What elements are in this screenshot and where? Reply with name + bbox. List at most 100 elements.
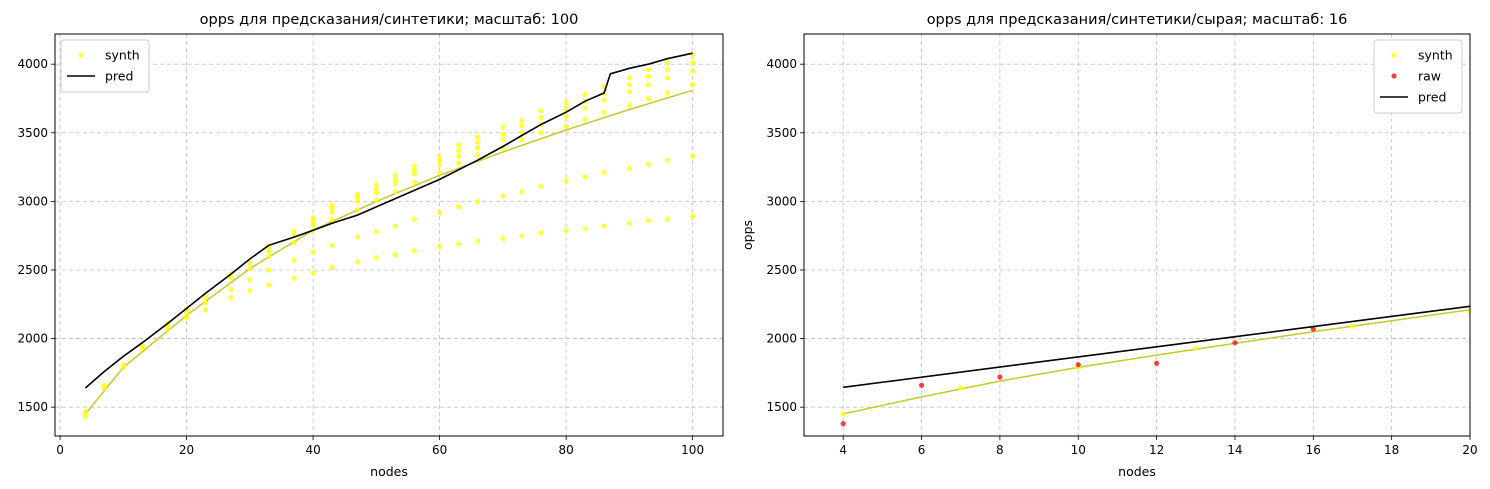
- left-synth-point: [664, 90, 670, 96]
- left-synth-point: [538, 115, 544, 121]
- left-synth-point: [664, 60, 670, 66]
- left-synth-point: [563, 113, 569, 119]
- left-synth-point: [474, 134, 481, 140]
- left-synth-point: [519, 233, 525, 239]
- left-synth-point: [664, 67, 670, 73]
- left-legend-pred-label: pred: [105, 69, 133, 84]
- left-synth-point: [373, 197, 379, 203]
- left-synth-point: [228, 294, 234, 301]
- left-synth-point: [411, 216, 417, 222]
- left-synth-point: [582, 116, 588, 122]
- left-synth-point: [411, 163, 417, 169]
- right-pred-series-line: [843, 305, 1470, 389]
- left-synth-point: [373, 182, 379, 188]
- right-x-tick-label-4: 4: [839, 443, 847, 457]
- left-synth-point: [519, 123, 525, 129]
- right-x-tick-label-14: 14: [1227, 443, 1242, 457]
- left-synth-point: [519, 117, 525, 124]
- right-legend: synth raw pred: [1373, 39, 1463, 114]
- left-synth-point: [455, 241, 462, 247]
- right-raw-point: [997, 374, 1003, 380]
- left-y-tick-label-2500: 2500: [17, 263, 48, 277]
- left-synth-point: [247, 276, 253, 283]
- right-y-tick-label-1500: 1500: [766, 400, 797, 414]
- left-synth-point: [500, 137, 506, 143]
- left-synth-point: [455, 153, 462, 159]
- left-synth-point: [626, 75, 632, 81]
- right-grid: [804, 34, 1471, 436]
- left-synth-point: [601, 169, 607, 176]
- left-x-tick-label-80: 80: [558, 443, 573, 457]
- left-synth-point: [645, 73, 651, 80]
- left-synth-point: [411, 171, 417, 177]
- right-x-tick-label-18: 18: [1384, 443, 1399, 457]
- left-synth-point: [563, 227, 569, 233]
- right-x-ticks: 4 6 8 10 12 14 16 18 20: [839, 436, 1478, 457]
- left-synth-point: [645, 82, 651, 88]
- left-x-tick-label-40: 40: [305, 443, 320, 457]
- left-synth-point: [329, 209, 335, 215]
- left-synth-point: [437, 153, 443, 159]
- right-y-tick-label-4000: 4000: [766, 57, 797, 71]
- left-fit-series-line: [84, 89, 693, 415]
- right-raw-point: [1232, 340, 1238, 346]
- left-synth-point: [411, 167, 417, 173]
- left-synth-point: [645, 95, 651, 102]
- right-x-tick-label-16: 16: [1306, 443, 1321, 457]
- right-x-tick-label-20: 20: [1462, 443, 1477, 457]
- left-pred-series-line: [84, 52, 693, 389]
- left-synth-point: [455, 204, 462, 210]
- left-y-tick-label-3500: 3500: [17, 126, 48, 140]
- left-x-axis-label: nodes: [370, 464, 408, 479]
- left-y-tick-label-4000: 4000: [17, 57, 48, 71]
- left-synth-point: [582, 226, 588, 232]
- left-synth-point: [563, 178, 569, 184]
- left-synth-point: [373, 255, 379, 261]
- right-chart: 4 6 8 10 12 14 16 18 20 1500 2000 2500 3000 3500 4000…: [740, 12, 1478, 479]
- left-synth-point: [690, 153, 696, 159]
- right-y-tick-label-2500: 2500: [766, 263, 797, 277]
- right-axes-frame: [803, 33, 1471, 437]
- left-synth-point: [266, 253, 272, 259]
- right-y-ticks: 1500 2000 2500 3000 3500 4000: [766, 57, 804, 414]
- right-x-axis-label: nodes: [1118, 464, 1156, 479]
- left-synth-point: [411, 179, 417, 185]
- right-synth-point: [1193, 345, 1199, 351]
- left-synth-point: [310, 249, 316, 255]
- right-raw-points: [840, 326, 1316, 427]
- right-fit-series-line: [843, 309, 1470, 415]
- left-legend-box: [60, 39, 150, 93]
- left-synth-point: [392, 189, 398, 195]
- left-synth-point: [474, 139, 481, 145]
- left-synth-point: [582, 91, 588, 97]
- right-raw-point: [918, 382, 925, 388]
- left-synth-point: [690, 213, 696, 220]
- left-synth-point: [329, 202, 335, 209]
- left-synth-point: [626, 82, 632, 88]
- left-synth-point: [247, 287, 253, 294]
- left-synth-point: [354, 198, 360, 204]
- right-legend-pred-label: pred: [1418, 90, 1446, 105]
- left-synth-point: [664, 157, 670, 163]
- left-x-tick-label-20: 20: [179, 443, 194, 457]
- left-synth-point: [392, 172, 398, 178]
- left-legend-synth-marker: [78, 52, 84, 58]
- left-synth-point: [247, 260, 253, 266]
- right-y-tick-label-3500: 3500: [766, 126, 797, 140]
- left-synth-point: [645, 217, 651, 224]
- right-synth-point: [1467, 309, 1470, 316]
- left-synth-point: [310, 222, 316, 228]
- left-synth-point: [563, 100, 569, 106]
- left-synth-point: [601, 109, 607, 115]
- left-synth-point: [266, 282, 272, 288]
- left-synth-point: [519, 137, 525, 143]
- right-x-tick-label-10: 10: [1071, 443, 1086, 457]
- left-synth-point: [329, 242, 335, 248]
- left-synth-point: [183, 315, 190, 321]
- left-synth-point: [228, 286, 234, 292]
- left-synth-point: [474, 145, 481, 151]
- left-synth-point: [437, 169, 443, 176]
- right-raw-point: [840, 421, 846, 427]
- left-synth-point: [183, 309, 190, 316]
